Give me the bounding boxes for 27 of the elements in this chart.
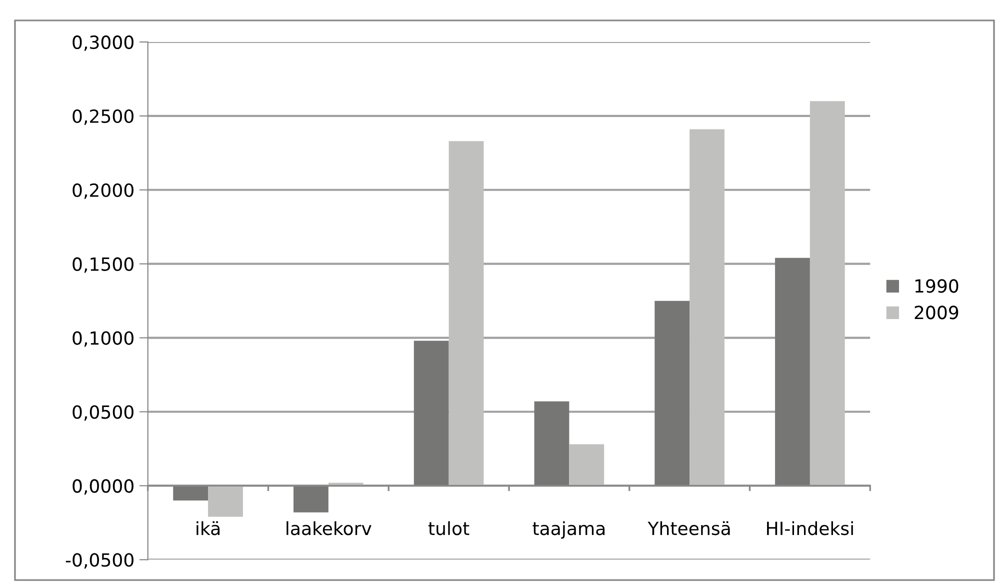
x-tick-label: laakekorv [286,521,372,536]
bar [294,486,328,512]
x-tick-label: tulot [428,521,470,536]
bar [208,486,243,517]
x-tick-label: taajama [532,521,605,539]
x-tick-label: ikä [196,521,220,536]
y-tick-label: 0,2000 [72,183,134,199]
bar [569,444,604,486]
y-tick-label: 0,3000 [72,35,134,51]
bar [810,101,845,486]
bar [414,340,449,486]
bar [534,401,570,486]
legend-label: 2009 [914,306,958,320]
bar [448,141,484,486]
bar [690,129,724,486]
bar [173,486,208,501]
y-tick-label: 0,0000 [72,479,134,495]
bar [775,258,810,486]
x-tick-label: Yhteensä [648,521,730,536]
bar [654,300,690,486]
y-tick-label: 0,1000 [72,331,134,347]
x-tick-label: HI-indeksi [767,521,853,536]
y-tick-label: 0,1500 [72,257,134,273]
y-tick-label: 0,2500 [72,109,134,125]
y-tick-label: -0,0500 [66,553,134,569]
y-tick-label: 0,0500 [72,405,134,421]
legend-label: 1990 [915,279,958,293]
